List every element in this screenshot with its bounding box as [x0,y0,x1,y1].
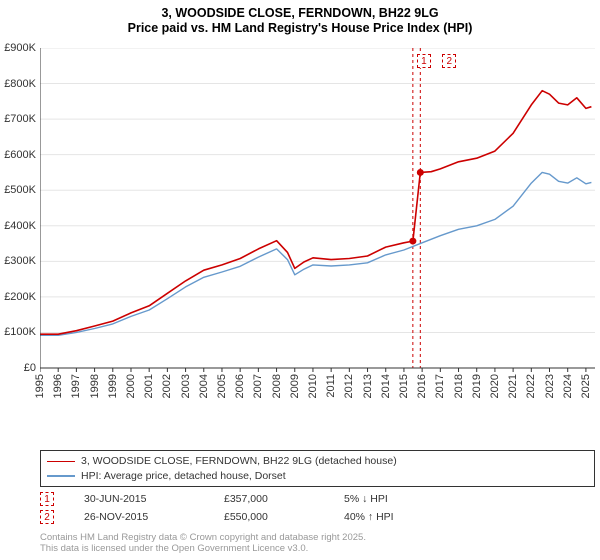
sales-row-1: 1 30-JUN-2015 £357,000 5% ↓ HPI [40,490,595,508]
x-tick-label: 2014 [380,374,392,398]
x-tick-label: 2019 [471,374,483,398]
y-tick-label: £800K [0,78,36,90]
x-tick-label: 2013 [362,374,374,398]
y-tick-label: £0 [0,362,36,374]
sale-delta-2: 40% ↑ HPI [344,511,464,523]
sale-number-box-2: 2 [40,510,54,524]
x-tick-label: 1997 [70,374,82,398]
chart-container: 3, WOODSIDE CLOSE, FERNDOWN, BH22 9LG Pr… [0,0,600,560]
x-tick-label: 1998 [89,374,101,398]
plot-area: £0£100K£200K£300K£400K£500K£600K£700K£80… [40,48,595,408]
sale-date-2: 26-NOV-2015 [84,511,224,523]
x-tick-label: 2020 [489,374,501,398]
legend-series-box: 3, WOODSIDE CLOSE, FERNDOWN, BH22 9LG (d… [40,450,595,487]
x-tick-label: 2025 [580,374,592,398]
x-tick-label: 2021 [507,374,519,398]
x-tick-label: 2023 [544,374,556,398]
legend-label-hpi: HPI: Average price, detached house, Dors… [81,469,286,484]
legend-swatch-hpi [47,475,75,476]
sale-marker-label: 1 [417,54,431,68]
x-tick-label: 2009 [289,374,301,398]
sale-marker-label: 2 [442,54,456,68]
sale-price-2: £550,000 [224,511,344,523]
chart-title-line1: 3, WOODSIDE CLOSE, FERNDOWN, BH22 9LG [0,0,600,21]
y-tick-label: £200K [0,291,36,303]
x-tick-label: 2010 [307,374,319,398]
x-tick-label: 2022 [525,374,537,398]
y-tick-label: £100K [0,326,36,338]
attribution: Contains HM Land Registry data © Crown c… [40,532,595,555]
attribution-line1: Contains HM Land Registry data © Crown c… [40,532,595,543]
x-tick-label: 1996 [52,374,64,398]
x-tick-label: 1999 [107,374,119,398]
sales-row-2: 2 26-NOV-2015 £550,000 40% ↑ HPI [40,508,595,526]
y-tick-label: £600K [0,149,36,161]
attribution-line2: This data is licensed under the Open Gov… [40,543,595,554]
x-tick-label: 2007 [252,374,264,398]
y-tick-label: £400K [0,220,36,232]
y-tick-label: £900K [0,42,36,54]
x-tick-label: 2011 [325,374,337,398]
x-tick-label: 2001 [143,374,155,398]
y-tick-label: £700K [0,113,36,125]
x-tick-label: 2018 [453,374,465,398]
x-tick-label: 2016 [416,374,428,398]
chart-title-line2: Price paid vs. HM Land Registry's House … [0,21,600,36]
legend-row-hpi: HPI: Average price, detached house, Dors… [47,469,588,484]
sale-date-1: 30-JUN-2015 [84,493,224,505]
x-tick-label: 2005 [216,374,228,398]
legend-swatch-price-paid [47,461,75,463]
x-tick-label: 2006 [234,374,246,398]
x-tick-label: 2004 [198,374,210,398]
y-tick-label: £300K [0,255,36,267]
x-tick-label: 2015 [398,374,410,398]
legend-label-price-paid: 3, WOODSIDE CLOSE, FERNDOWN, BH22 9LG (d… [81,454,397,469]
chart-svg [40,48,595,408]
sale-price-1: £357,000 [224,493,344,505]
legend: 3, WOODSIDE CLOSE, FERNDOWN, BH22 9LG (d… [40,450,595,487]
x-tick-label: 2003 [180,374,192,398]
sale-delta-1: 5% ↓ HPI [344,493,464,505]
x-tick-label: 2012 [343,374,355,398]
x-tick-label: 2002 [161,374,173,398]
x-tick-label: 2008 [271,374,283,398]
sales-table: 1 30-JUN-2015 £357,000 5% ↓ HPI 2 26-NOV… [40,490,595,526]
y-tick-label: £500K [0,184,36,196]
x-tick-label: 2024 [562,374,574,398]
legend-row-price-paid: 3, WOODSIDE CLOSE, FERNDOWN, BH22 9LG (d… [47,454,588,469]
x-tick-label: 1995 [34,374,46,398]
sale-number-box-1: 1 [40,492,54,506]
x-tick-label: 2017 [434,374,446,398]
x-tick-label: 2000 [125,374,137,398]
